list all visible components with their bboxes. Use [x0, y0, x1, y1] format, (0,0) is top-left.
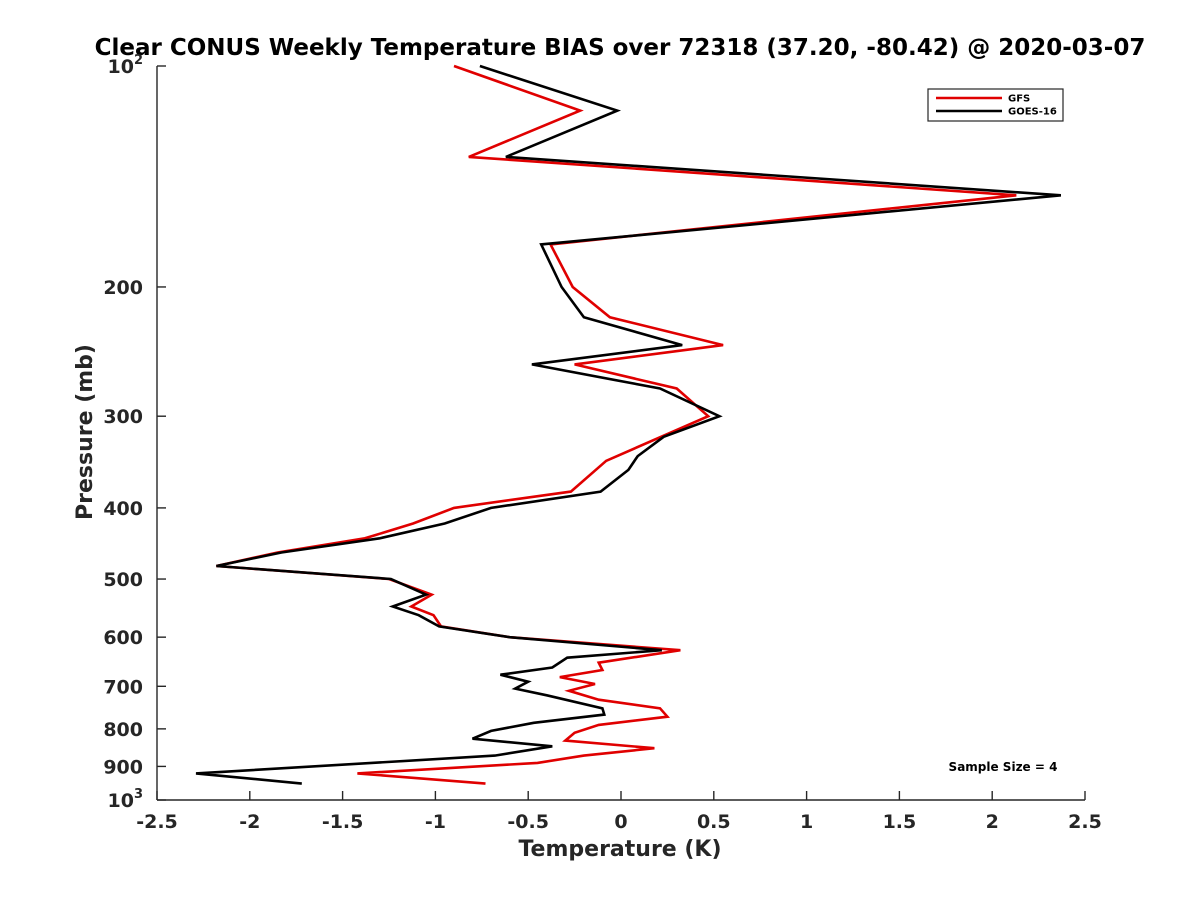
power-exponent: 3 [134, 787, 143, 802]
y-tick-label-power: 102 [108, 53, 144, 78]
x-tick-label: -1 [425, 811, 446, 833]
y-tick-label: 600 [103, 627, 143, 649]
y-tick-label: 400 [103, 498, 143, 520]
series-line-goes-16 [195, 64, 1062, 785]
y-axis-label: Pressure (mb) [73, 344, 98, 520]
sample-size-note: Sample Size = 4 [949, 760, 1058, 774]
y-tick-label-power: 103 [108, 787, 144, 812]
legend: GFS GOES-16 [927, 88, 1064, 122]
x-tick-label: -1.5 [322, 811, 364, 833]
x-tick-label: 1 [800, 811, 813, 833]
legend-label: GOES-16 [1008, 107, 1057, 118]
power-base: 10 [108, 790, 134, 812]
legend-label: GFS [1008, 94, 1030, 105]
legend-box [927, 88, 1064, 122]
y-tick-label: 900 [103, 756, 143, 778]
power-base: 10 [108, 56, 134, 78]
x-tick-label: -2.5 [136, 811, 178, 833]
y-tick-label: 500 [103, 569, 143, 591]
y-tick-label: 800 [103, 719, 143, 741]
x-tick-label: 0.5 [697, 811, 731, 833]
plot-area [195, 64, 1062, 785]
y-tick-label: 200 [103, 277, 143, 299]
axes [156, 65, 1086, 801]
chart-title: Clear CONUS Weekly Temperature BIAS over… [95, 35, 1146, 61]
y-tick-label: 300 [103, 406, 143, 428]
y-tick-label: 700 [103, 676, 143, 698]
x-tick-label: 2 [986, 811, 999, 833]
x-axis-label: Temperature (K) [518, 837, 721, 862]
x-tick-label: 2.5 [1068, 811, 1102, 833]
series-line-gfs [216, 64, 1017, 785]
x-tick-label: 1.5 [883, 811, 917, 833]
x-tick-label: 0 [614, 811, 627, 833]
tick-labels: -2.5 -2 -1.5 -1 -0.5 0 0.5 1 1.5 2 2.5102200300400… [103, 53, 1102, 833]
x-tick-label: -0.5 [507, 811, 549, 833]
power-exponent: 2 [134, 53, 143, 68]
x-tick-label: -2 [239, 811, 260, 833]
